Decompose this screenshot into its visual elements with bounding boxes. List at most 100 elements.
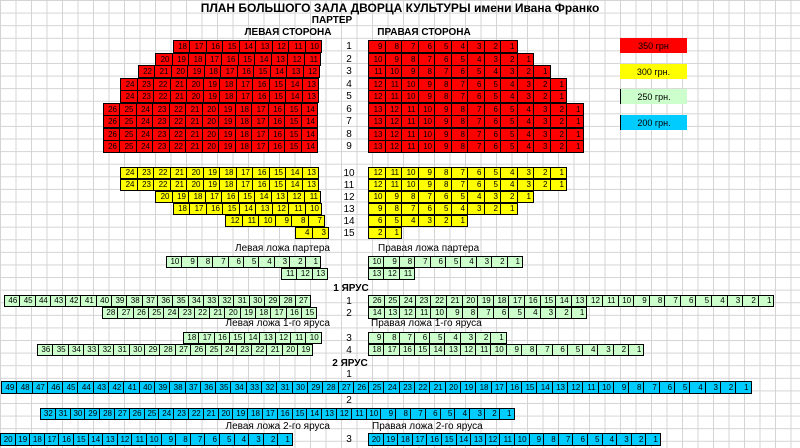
seat-parter-row7-right-11[interactable]: 11 [401,115,419,128]
seat-tier1-row4-right-4[interactable]: 4 [582,344,599,356]
seat-tier2-row1-44[interactable]: 44 [77,381,94,394]
seat-loge-parter-right-row1-9[interactable]: 9 [383,256,400,268]
seat-tier1-row4-right-5[interactable]: 5 [566,344,584,356]
seat-tier2-row3-left-4[interactable]: 4 [233,433,250,446]
seat-tier2-row2-17[interactable]: 17 [261,408,278,420]
seat-parter-row1-right-9[interactable]: 9 [368,40,386,53]
seat-parter-row11-left-20[interactable]: 20 [186,179,204,191]
seat-tier2-row1-14[interactable]: 14 [536,381,553,394]
seat-parter-row5-left-14[interactable]: 14 [285,90,303,103]
seat-loge-parter-right-row1-1[interactable]: 1 [506,256,523,268]
seat-parter-row10-right-1[interactable]: 1 [549,167,567,179]
seat-tier1-row1-right-8[interactable]: 8 [648,295,666,307]
seat-parter-row12-right-3[interactable]: 3 [483,191,501,203]
seat-loge-parter-left-row1-3[interactable]: 3 [273,256,291,268]
seat-tier1-row1-left-40[interactable]: 40 [95,295,113,307]
seat-tier1-row4-right-9[interactable]: 9 [505,344,522,356]
seat-parter-row1-right-4[interactable]: 4 [450,40,468,53]
seat-tier2-row3-right-8[interactable]: 8 [543,433,559,446]
seat-parter-row13-left-11[interactable]: 11 [288,203,306,215]
seat-tier2-row3-right-20[interactable]: 20 [368,433,384,446]
seat-loge-parter-left-row2-11[interactable]: 11 [281,268,298,280]
seat-tier2-row1-46[interactable]: 46 [46,381,64,394]
seat-parter-row5-right-4[interactable]: 4 [500,90,518,103]
seat-loge-parter-right-row1-2[interactable]: 2 [491,256,508,268]
seat-parter-row11-right-2[interactable]: 2 [533,179,551,191]
seat-parter-row12-right-8[interactable]: 8 [401,191,419,203]
seat-parter-row13-right-1[interactable]: 1 [500,203,518,215]
seat-parter-row10-right-7[interactable]: 7 [450,167,468,179]
seat-tier2-row3-right-11[interactable]: 11 [499,433,515,446]
seat-tier2-row1-10[interactable]: 10 [597,381,614,394]
seat-parter-row1-right-5[interactable]: 5 [434,40,452,53]
seat-parter-row14-right-1[interactable]: 1 [450,215,468,227]
seat-tier2-row3-right-2[interactable]: 2 [630,433,647,446]
seat-parter-row14-right-2[interactable]: 2 [434,215,452,227]
seat-parter-row3-left-16[interactable]: 16 [236,65,254,78]
seat-parter-row7-left-26[interactable]: 26 [102,115,120,128]
seat-tier1-row4-left-27[interactable]: 27 [174,344,191,356]
seat-loge-parter-left-row1-2[interactable]: 2 [289,256,306,268]
seat-parter-row3-left-12[interactable]: 12 [302,65,320,78]
seat-tier1-row4-right-13[interactable]: 13 [444,344,461,356]
seat-parter-row10-left-13[interactable]: 13 [301,167,319,179]
seat-parter-row9-right-2[interactable]: 2 [549,140,567,153]
seat-tier1-row1-left-30[interactable]: 30 [248,295,266,307]
seat-parter-row10-right-5[interactable]: 5 [483,167,501,179]
seat-parter-row12-right-10[interactable]: 10 [368,191,386,203]
seat-parter-row1-left-14[interactable]: 14 [238,40,256,53]
seat-tier1-row2-left-25[interactable]: 25 [147,307,165,319]
seat-tier2-row2-19[interactable]: 19 [232,408,249,420]
seat-parter-row10-left-24[interactable]: 24 [120,167,138,179]
seat-parter-row7-right-12[interactable]: 12 [384,115,402,128]
seat-parter-row13-right-5[interactable]: 5 [434,203,452,215]
seat-tier2-row1-38[interactable]: 38 [169,381,186,394]
seat-parter-row11-right-3[interactable]: 3 [516,179,534,191]
seat-parter-row14-right-6[interactable]: 6 [368,215,386,227]
seat-loge-parter-left-row1-5[interactable]: 5 [242,256,260,268]
seat-parter-row3-right-4[interactable]: 4 [483,65,501,78]
seat-parter-row12-left-13[interactable]: 13 [270,191,288,203]
seat-tier1-row2-left-27[interactable]: 27 [117,307,134,319]
seat-parter-row7-left-15[interactable]: 15 [284,115,302,128]
seat-parter-row1-left-17[interactable]: 17 [189,40,207,53]
seat-tier2-row1-41[interactable]: 41 [123,381,140,394]
seat-tier2-row2-24[interactable]: 24 [158,408,175,420]
seat-tier2-row3-right-1[interactable]: 1 [645,433,661,446]
seat-tier2-row1-28[interactable]: 28 [322,381,339,394]
seat-tier1-row4-right-7[interactable]: 7 [536,344,553,356]
seat-tier1-row2-right-1[interactable]: 1 [570,307,588,319]
seat-parter-row3-left-18[interactable]: 18 [203,65,221,78]
seat-tier2-row3-left-18[interactable]: 18 [29,433,45,446]
seat-parter-row3-left-15[interactable]: 15 [253,65,271,78]
seat-parter-row3-right-8[interactable]: 8 [417,65,435,78]
seat-parter-row10-left-22[interactable]: 22 [153,167,171,179]
seat-tier1-row2-right-12[interactable]: 12 [399,307,416,319]
seat-tier2-row3-left-3[interactable]: 3 [248,433,264,446]
seat-tier1-row1-left-29[interactable]: 29 [264,295,281,307]
seat-tier2-row3-right-14[interactable]: 14 [455,433,472,446]
seat-tier1-row4-left-24[interactable]: 24 [220,344,237,356]
seat-parter-row10-right-3[interactable]: 3 [516,167,534,179]
seat-parter-row12-right-6[interactable]: 6 [434,191,452,203]
seat-parter-row5-left-23[interactable]: 23 [136,90,154,103]
seat-tier2-row3-right-6[interactable]: 6 [572,433,588,446]
seat-tier1-row3-right-7[interactable]: 7 [398,332,415,344]
seat-parter-row9-left-15[interactable]: 15 [284,140,302,153]
seat-loge-parter-right-row2-13[interactable]: 13 [368,268,385,280]
seat-tier1-row3-right-6[interactable]: 6 [413,332,431,344]
seat-tier2-row3-left-12[interactable]: 12 [116,433,133,446]
seat-parter-row3-left-21[interactable]: 21 [154,65,172,78]
seat-tier2-row1-45[interactable]: 45 [62,381,79,394]
seat-tier1-row3-right-2[interactable]: 2 [475,332,492,344]
seat-parter-row12-left-17[interactable]: 17 [204,191,222,203]
seat-parter-row12-right-5[interactable]: 5 [450,191,468,203]
seat-tier2-row1-2[interactable]: 2 [719,381,737,394]
seat-tier1-row3-left-12[interactable]: 12 [274,332,292,344]
seat-tier1-row4-left-29[interactable]: 29 [144,344,161,356]
seat-tier1-row3-left-15[interactable]: 15 [228,332,246,344]
seat-tier1-row4-left-32[interactable]: 32 [98,344,115,356]
seat-parter-row5-left-19[interactable]: 19 [202,90,220,103]
seat-loge-parter-left-row1-8[interactable]: 8 [196,256,214,268]
seat-tier2-row1-6[interactable]: 6 [658,381,676,394]
